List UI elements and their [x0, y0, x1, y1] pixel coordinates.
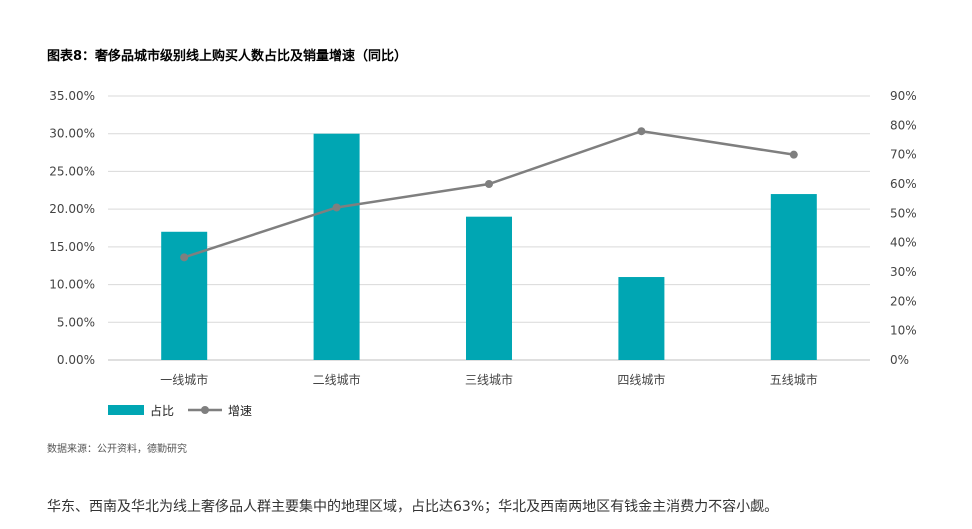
right-tick-label: 90% — [890, 89, 917, 103]
line-point — [637, 127, 646, 136]
category-label: 四线城市 — [617, 372, 665, 387]
left-tick-label: 5.00% — [57, 315, 95, 329]
right-tick-label: 40% — [890, 236, 917, 250]
right-tick-label: 10% — [890, 324, 917, 338]
line-point — [789, 150, 798, 159]
data-source: 数据来源：公开资料，德勤研究 — [47, 444, 187, 455]
chart: 0.00% 5.00% 10.00% 15.00% 20.00% 25.00% 30.00%… — [49, 89, 917, 418]
left-tick-label: 15.00% — [49, 240, 95, 254]
caption: 华东、西南及华北为线上奢侈品人群主要集中的地理区域，占比达63%；华北及西南两地… — [47, 499, 779, 515]
right-tick-label: 0% — [890, 353, 909, 367]
legend-label: 增速 — [228, 404, 252, 418]
x-axis-labels: 一线城市 二线城市 三线城市 四线城市 五线城市 — [160, 372, 818, 387]
bar — [313, 133, 360, 360]
line-point — [180, 253, 189, 262]
bar — [618, 277, 665, 360]
legend-swatch-bar — [108, 405, 144, 415]
legend-label: 占比 — [150, 403, 174, 418]
right-tick-label: 20% — [890, 294, 917, 308]
right-tick-label: 60% — [890, 177, 917, 191]
right-tick-label: 30% — [890, 265, 917, 279]
legend: 占比 增速 — [108, 403, 252, 418]
category-label: 二线城市 — [313, 372, 361, 387]
left-axis-ticks: 0.00% 5.00% 10.00% 15.00% 20.00% 25.00% 30.00%… — [49, 89, 95, 367]
left-tick-label: 20.00% — [49, 202, 95, 216]
legend-marker — [201, 406, 209, 414]
bar — [770, 194, 817, 360]
left-tick-label: 35.00% — [49, 89, 95, 103]
right-tick-label: 70% — [890, 148, 917, 162]
category-label: 三线城市 — [465, 372, 513, 387]
right-tick-label: 50% — [890, 206, 917, 220]
left-tick-label: 25.00% — [49, 164, 95, 178]
right-axis-ticks: 0% 10% 20% 30% 40% 50% 60% 70% 80% 90% — [890, 89, 917, 367]
right-tick-label: 80% — [890, 118, 917, 132]
bar — [466, 216, 512, 360]
left-tick-label: 0.00% — [57, 353, 95, 367]
chart-title: 图表8：奢侈品城市级别线上购买人数占比及销量增速（同比） — [47, 49, 408, 64]
category-label: 五线城市 — [770, 372, 818, 387]
line-series — [180, 127, 798, 262]
line-point — [332, 203, 341, 212]
line-point — [485, 180, 493, 188]
left-tick-label: 30.00% — [49, 127, 95, 141]
category-label: 一线城市 — [160, 372, 208, 387]
left-tick-label: 10.00% — [49, 278, 95, 292]
bar-series — [161, 133, 817, 360]
